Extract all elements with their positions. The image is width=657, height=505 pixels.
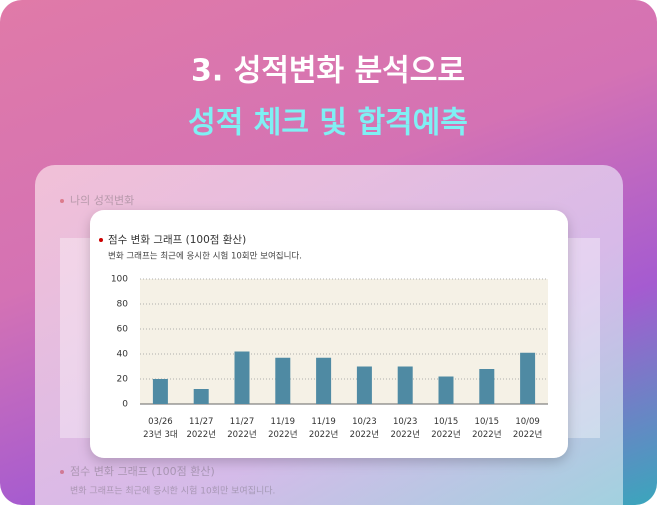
x-tick-label: 10/15 2022년 — [472, 417, 501, 440]
bullet — [99, 238, 103, 242]
bar — [397, 366, 413, 404]
x-tick-label: 11/27 2022년 — [186, 417, 215, 440]
y-tick-label: 60 — [117, 325, 129, 335]
bg-bottom-title: 점수 변화 그래프 (100점 환산) — [70, 465, 215, 478]
x-tick-label: 10/23 2022년 — [350, 417, 379, 440]
x-tick-label: 11/27 2022년 — [227, 417, 256, 440]
y-tick-label: 20 — [117, 375, 129, 385]
x-tick-label: 10/09 2022년 — [513, 417, 542, 440]
bar — [275, 357, 291, 404]
y-tick-label: 40 — [117, 350, 129, 360]
bar — [520, 352, 536, 404]
x-tick-label: 03/26 23년 3대 — [143, 417, 178, 440]
bar — [438, 376, 454, 404]
x-tick-label: 11/19 2022년 — [268, 417, 297, 440]
chart-subtitle: 변화 그래프는 최근에 응시한 시험 10회만 보여집니다. — [108, 251, 302, 262]
x-tick-label: 10/15 2022년 — [431, 417, 460, 440]
y-tick-label: 0 — [122, 400, 128, 410]
header-line2: 성적 체크 및 합격예측 — [188, 106, 468, 141]
bar — [356, 366, 372, 404]
bg-bottom-note: 변화 그래프는 최근에 응시한 시험 10회만 보여집니다. — [70, 485, 275, 497]
chart-title: 점수 변화 그래프 (100점 환산) — [108, 234, 246, 246]
bar — [193, 389, 209, 404]
x-tick-label: 11/19 2022년 — [309, 417, 338, 440]
y-tick-label: 80 — [117, 300, 129, 310]
bar — [479, 369, 495, 404]
x-tick-label: 10/23 2022년 — [390, 417, 419, 440]
bar — [234, 351, 250, 404]
bar — [152, 379, 168, 404]
bg-section-title: 나의 성적변화 — [70, 194, 134, 207]
y-tick-label: 100 — [111, 275, 128, 285]
header-line1: 3. 성적변화 분석으로 — [191, 54, 465, 89]
bar — [316, 357, 332, 404]
